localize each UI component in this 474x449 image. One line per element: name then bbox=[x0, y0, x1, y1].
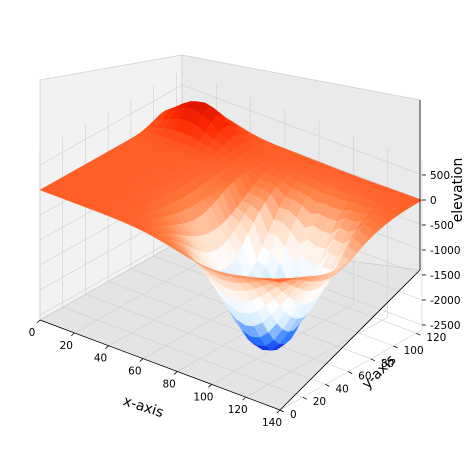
ticks: 0204060801001201400204060801001205000-50… bbox=[29, 170, 461, 429]
y-tick-label: 20 bbox=[313, 396, 326, 408]
x-tick-label: 100 bbox=[193, 391, 213, 403]
x-tick-label: 60 bbox=[128, 366, 141, 378]
x-tick-label: 0 bbox=[29, 327, 36, 339]
z-tick-label: -500 bbox=[430, 220, 454, 232]
x-tick-label: 20 bbox=[60, 340, 73, 352]
x-tick-label: 140 bbox=[262, 417, 282, 429]
z-tick-label: 0 bbox=[430, 195, 437, 207]
x-tick-label: 40 bbox=[94, 353, 107, 365]
y-tick bbox=[347, 371, 353, 374]
y-tick bbox=[393, 345, 398, 349]
z-tick-label: -2500 bbox=[430, 320, 461, 332]
y-tick-label: 60 bbox=[358, 371, 371, 383]
surface-mesh bbox=[39, 101, 423, 351]
y-tick-label: 100 bbox=[404, 345, 424, 357]
z-tick-label: -1000 bbox=[430, 245, 461, 257]
z-axis-title: elevation bbox=[450, 158, 466, 223]
x-tick bbox=[173, 371, 178, 375]
grid-line-z bbox=[39, 84, 423, 176]
y-tick bbox=[370, 358, 376, 362]
y-tick bbox=[416, 332, 421, 336]
x-tick-label: 80 bbox=[162, 378, 175, 390]
x-tick bbox=[208, 384, 212, 388]
y-tick bbox=[302, 396, 307, 400]
x-tick-label: 120 bbox=[228, 404, 248, 416]
y-tick-label: 40 bbox=[335, 383, 348, 395]
z-tick-label: 500 bbox=[430, 170, 450, 182]
z-tick-label: -1500 bbox=[430, 270, 461, 282]
x-tick bbox=[36, 319, 41, 324]
surface-patch bbox=[271, 279, 286, 283]
y-tick-label: 80 bbox=[381, 358, 394, 370]
axis-lines bbox=[39, 100, 421, 411]
x-tick bbox=[71, 332, 75, 337]
x-tick bbox=[139, 358, 144, 362]
x-tick bbox=[276, 409, 281, 414]
x-axis-line bbox=[39, 319, 281, 411]
y-tick bbox=[325, 384, 330, 387]
x-tick bbox=[105, 345, 109, 349]
grid-line-x bbox=[279, 160, 423, 411]
y-tick-label: 120 bbox=[426, 332, 446, 344]
y-tick bbox=[279, 409, 285, 413]
y-tick-label: 0 bbox=[290, 409, 297, 421]
x-tick bbox=[242, 396, 246, 401]
y-axis-line bbox=[279, 269, 421, 411]
x-axis-title: x-axis bbox=[121, 393, 165, 421]
z-tick-label: -2000 bbox=[430, 295, 461, 307]
